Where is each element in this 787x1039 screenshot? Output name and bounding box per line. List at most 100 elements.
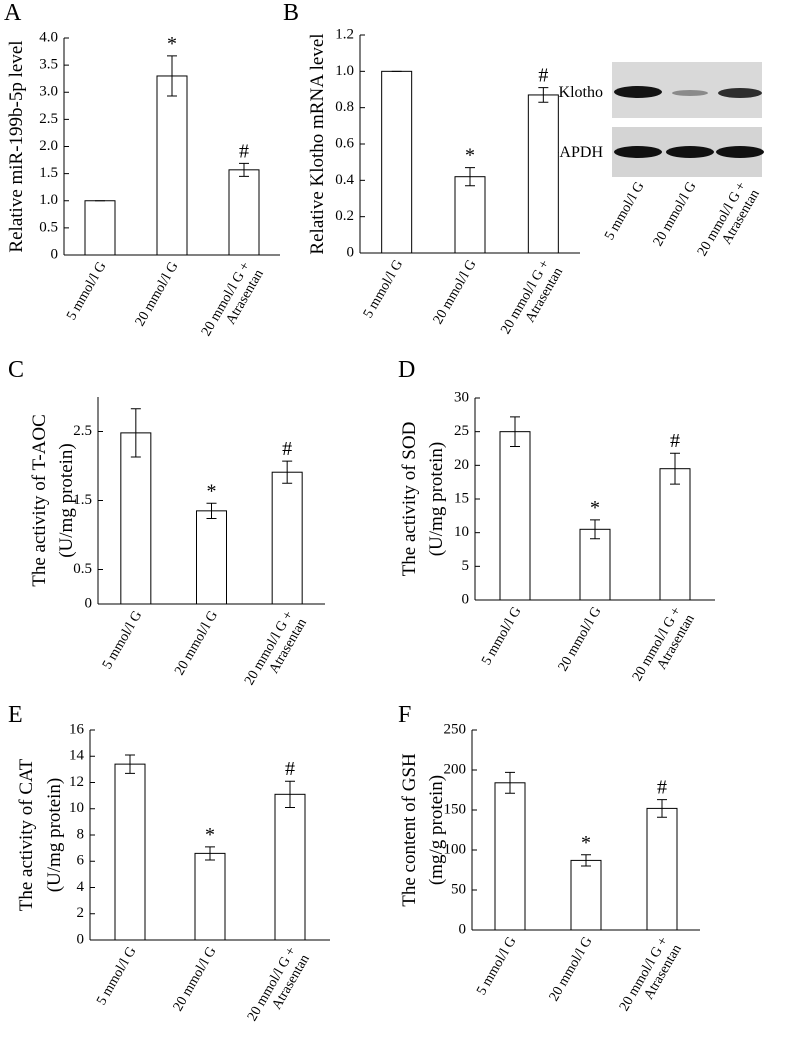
y-tick-label: 2.5 [39, 111, 58, 127]
error-bar [206, 502, 217, 519]
y-axis-label: (U/mg protein) [44, 778, 65, 893]
bar [228, 169, 260, 256]
x-tick-label: 20 mmol/l G [171, 945, 220, 1014]
x-tick-label: 20 mmol/l G [651, 180, 700, 249]
y-tick-label: 0 [51, 246, 59, 262]
blot-row-label: Klotho [559, 84, 603, 101]
y-tick-label: 0 [85, 595, 93, 611]
significance-marker: * [465, 145, 475, 167]
significance-marker: * [590, 497, 600, 519]
error-bar [670, 452, 680, 485]
y-tick-label: 1.5 [73, 492, 92, 508]
error-bar [538, 87, 549, 103]
y-axis-label: The activity of T-AOC [29, 414, 50, 587]
x-tick-label: 5 mmol/l G [361, 258, 406, 321]
x-tick-label: 20 mmol/l G +Atrasentan [199, 259, 267, 346]
significance-marker: # [239, 140, 249, 162]
significance-marker: # [285, 758, 295, 780]
x-tick-label: 5 mmol/l G [64, 260, 109, 323]
error-bar [285, 780, 295, 808]
category-label-group: 20 mmol/l G [171, 945, 220, 1014]
category-label-group: 20 mmol/l G +Atrasentan [695, 179, 763, 258]
error-bar [282, 460, 293, 484]
bar [271, 471, 303, 605]
x-tick-label: 20 mmol/l G +Atrasentan [630, 604, 698, 691]
y-tick-label: 2.5 [73, 423, 92, 439]
significance-marker: # [282, 438, 292, 460]
bar [494, 782, 526, 931]
y-axis-label: The activity of SOD [399, 422, 420, 577]
category-label-group: 20 mmol/l G [133, 260, 182, 329]
category-label-group: 20 mmol/l G [547, 935, 596, 1004]
y-tick-label: 0.4 [335, 172, 354, 188]
y-tick-label: 16 [69, 721, 85, 737]
y-tick-label: 10 [454, 524, 469, 540]
y-tick-label: 3.0 [39, 84, 58, 100]
bar [527, 94, 559, 254]
category-label-group: 20 mmol/l G [651, 180, 700, 249]
y-tick-label: 0.6 [335, 135, 354, 151]
y-axis-label: Relative miR-199b-5p level [6, 40, 27, 252]
significance-marker: # [538, 65, 548, 87]
error-bar [590, 519, 600, 540]
x-tick-label: 5 mmol/l G [602, 180, 647, 243]
category-label-group: 5 mmol/l G [479, 605, 524, 668]
error-bar [581, 854, 591, 867]
bar [659, 468, 691, 601]
bar [274, 793, 306, 941]
blot-band [672, 90, 708, 96]
bar [646, 807, 678, 931]
category-label-group: 5 mmol/l G [94, 945, 139, 1008]
blot-row-label: GAPDH [548, 144, 604, 161]
error-bar [125, 754, 135, 774]
category-label-group: 5 mmol/l G [361, 258, 406, 321]
y-tick-label: 0 [462, 591, 470, 607]
y-tick-label: 0.8 [335, 99, 354, 115]
y-tick-label: 20 [454, 457, 469, 473]
category-label-group: 20 mmol/l G +Atrasentan [498, 257, 566, 336]
y-tick-label: 150 [444, 801, 467, 817]
y-axis-label: (U/mg protein) [426, 442, 447, 557]
western-blot: Klotho GAPDH [548, 62, 764, 177]
bar [194, 852, 226, 941]
y-tick-label: 1.2 [335, 26, 354, 42]
y-axis-label: The content of GSH [399, 753, 420, 907]
y-tick-label: 0.5 [73, 561, 92, 577]
x-tick-label: 20 mmol/l G [431, 258, 480, 327]
panel-label: F [398, 702, 411, 728]
x-tick-label: 5 mmol/l G [474, 935, 519, 998]
panel-label: C [8, 357, 24, 383]
y-tick-label: 0 [459, 921, 467, 937]
y-tick-label: 30 [454, 389, 469, 405]
y-tick-label: 2.0 [39, 138, 58, 154]
error-bar [130, 408, 141, 458]
error-bar [657, 799, 667, 818]
significance-marker: * [581, 832, 591, 854]
x-tick-label: 20 mmol/l G +Atrasentan [242, 608, 310, 695]
panel-label: B [283, 0, 299, 26]
bar [196, 510, 227, 605]
bar [381, 70, 413, 254]
y-axis-label: Relative Klotho mRNA level [307, 33, 328, 254]
y-axis-label: (U/mg protein) [56, 443, 77, 558]
blot-band [614, 86, 662, 98]
y-tick-label: 50 [451, 881, 466, 897]
bar [120, 432, 152, 605]
x-tick-label: 20 mmol/l G [133, 260, 182, 329]
x-tick-label: 20 mmol/l G [547, 935, 596, 1004]
category-label-group: 20 mmol/l G [556, 605, 605, 674]
y-tick-label: 4.0 [39, 29, 58, 45]
error-bar [239, 162, 249, 177]
blot-band [716, 146, 764, 158]
bar [499, 431, 531, 601]
y-tick-label: 12 [69, 774, 84, 790]
category-label-group: 5 mmol/l G [100, 609, 145, 672]
y-tick-label: 10 [69, 800, 84, 816]
category-label-group: 20 mmol/l G +Atrasentan [199, 259, 267, 346]
panel-label: E [8, 702, 23, 728]
x-tick-label: 20 mmol/l G [556, 605, 605, 674]
category-label-group: 20 mmol/l G +Atrasentan [617, 934, 685, 1013]
significance-marker: * [207, 480, 217, 502]
y-tick-label: 3.5 [39, 57, 58, 73]
